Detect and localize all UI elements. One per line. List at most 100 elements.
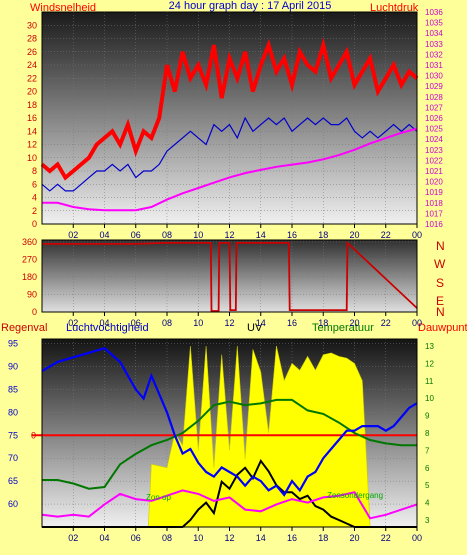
panel-2-x-tick-label: 02	[68, 318, 78, 328]
pressure-tick-label: 1016	[425, 220, 443, 229]
humidity-tick-label: 70	[8, 453, 18, 463]
panel-2-x-tick-label: 20	[349, 318, 359, 328]
pressure-tick-label: 1035	[425, 19, 443, 28]
pressure-tick-label: 1022	[425, 156, 443, 165]
dewpoint-axis-title: Dauwpunt	[418, 322, 467, 334]
panel-2-x-tick-label: 16	[287, 318, 297, 328]
uv-axis-title: UV	[247, 322, 263, 334]
pressure-tick-label: 1032	[425, 50, 443, 59]
wind-speed-tick-label: 26	[27, 47, 37, 57]
panel-2-x-tick-label: 06	[131, 318, 141, 328]
temperature-tick-label: 9	[425, 412, 430, 421]
humidity-tick-label: 90	[8, 362, 18, 372]
pressure-tick-label: 1027	[425, 103, 443, 112]
temperature-tick-label: 10	[425, 394, 434, 403]
panel-3-x-tick-label: 20	[349, 533, 359, 543]
panel-1-x-tick-label: 10	[193, 230, 203, 240]
humidity-line	[41, 346, 418, 497]
panel-1-x-tick-label: 06	[131, 230, 141, 240]
panel-3-x-tick-label: 12	[224, 533, 234, 543]
wind-speed-tick-label: 14	[27, 126, 37, 136]
panel-1-x-tick-label: 18	[318, 230, 328, 240]
humidity-tick-label: 75	[8, 430, 18, 440]
direction-tick-label: 0	[32, 307, 37, 317]
panel-2-x-tick-label: 04	[99, 318, 109, 328]
pressure-tick-label: 1034	[425, 29, 443, 38]
direction-label-w: W	[434, 257, 446, 271]
humidity-tick-label: 60	[8, 499, 18, 509]
wind-speed-tick-label: 6	[32, 179, 37, 189]
pressure-tick-label: 1026	[425, 114, 443, 123]
wind-speed-tick-label: 20	[27, 87, 37, 97]
panel-2-x-tick-label: 08	[162, 318, 172, 328]
wind-speed-tick-label: 0	[32, 219, 37, 229]
temperature-tick-label: 7	[425, 446, 430, 455]
wind-speed-tick-label: 16	[27, 113, 37, 123]
direction-tick-label: 270	[22, 254, 37, 264]
chart-title: 24 hour graph day : 17 April 2015	[169, 0, 332, 12]
pressure-axis-title: Luchtdruk	[370, 2, 419, 14]
panel-3-x-tick-label: 14	[256, 533, 266, 543]
temperature-tick-label: 4	[425, 499, 430, 508]
pressure-tick-label: 1030	[425, 72, 443, 81]
panel-2-x-tick-label: 00	[412, 318, 422, 328]
pressure-tick-label: 1028	[425, 93, 443, 102]
rainfall-axis-title: Regenval	[1, 322, 47, 334]
wind-speed-axis-title: Windsnelheid	[30, 2, 96, 14]
wind-speed-tick-label: 2	[32, 206, 37, 216]
wind-speed-tick-label: 22	[27, 73, 37, 83]
temperature-tick-label: 8	[425, 429, 430, 438]
panel-2-x-tick-label: 22	[381, 318, 391, 328]
panel-1-x-tick-label: 08	[162, 230, 172, 240]
temperature-tick-label: 11	[425, 377, 434, 386]
sunrise-annotation: Zon op	[146, 493, 171, 502]
pressure-tick-label: 1031	[425, 61, 443, 70]
panel-3-x-tick-label: 16	[287, 533, 297, 543]
humidity-tick-label: 85	[8, 384, 18, 394]
panel-1-x-tick-label: 12	[224, 230, 234, 240]
panel-3-x-tick-label: 10	[193, 533, 203, 543]
wind-speed-line	[40, 37, 419, 181]
pressure-tick-label: 1018	[425, 199, 443, 208]
panel-3-x-tick-label: 06	[131, 533, 141, 543]
pressure-line	[42, 127, 418, 212]
panel-3-x-tick-label: 04	[99, 533, 109, 543]
panel-1-x-tick-label: 22	[381, 230, 391, 240]
panel-3-x-tick-label: 00	[412, 533, 422, 543]
pressure-tick-label: 1024	[425, 135, 443, 144]
temperature-tick-label: 6	[425, 464, 430, 473]
sunset-annotation: Zonsondergang	[327, 491, 383, 500]
wind-speed-tick-label: 8	[32, 166, 37, 176]
wind-direction-line	[42, 240, 418, 312]
direction-tick-label: 360	[22, 237, 37, 247]
panel-1-x-tick-label: 16	[287, 230, 297, 240]
pressure-tick-label: 1033	[425, 40, 443, 49]
rainfall-tick-label: 0	[31, 430, 36, 440]
direction-tick-label: 90	[27, 289, 37, 299]
panel-2-x-tick-label: 14	[256, 318, 266, 328]
panel-1-x-tick-label: 20	[349, 230, 359, 240]
direction-label-e: E	[436, 294, 444, 308]
pressure-tick-label: 1023	[425, 146, 443, 155]
panel-1-x-tick-label: 02	[68, 230, 78, 240]
panel-1-x-tick-label: 00	[412, 230, 422, 240]
panel-2-x-tick-label: 18	[318, 318, 328, 328]
temperature-axis-title: Temperatuur	[312, 322, 374, 334]
direction-label-n-bottom: N	[436, 305, 445, 319]
pressure-tick-label: 1017	[425, 209, 443, 218]
humidity-tick-label: 65	[8, 476, 18, 486]
humidity-tick-label: 80	[8, 407, 18, 417]
direction-label-s: S	[436, 276, 444, 290]
pressure-tick-label: 1025	[425, 125, 443, 134]
temperature-line	[42, 398, 417, 490]
temperature-tick-label: 12	[425, 359, 434, 368]
temperature-tick-label: 3	[425, 516, 430, 525]
direction-tick-label: 180	[22, 272, 37, 282]
humidity-tick-label: 95	[8, 339, 18, 349]
panel-2-x-tick-label: 12	[224, 318, 234, 328]
pressure-tick-label: 1019	[425, 188, 443, 197]
pressure-tick-label: 1029	[425, 82, 443, 91]
wind-speed-tick-label: 12	[27, 140, 37, 150]
wind-speed-tick-label: 28	[27, 34, 37, 44]
